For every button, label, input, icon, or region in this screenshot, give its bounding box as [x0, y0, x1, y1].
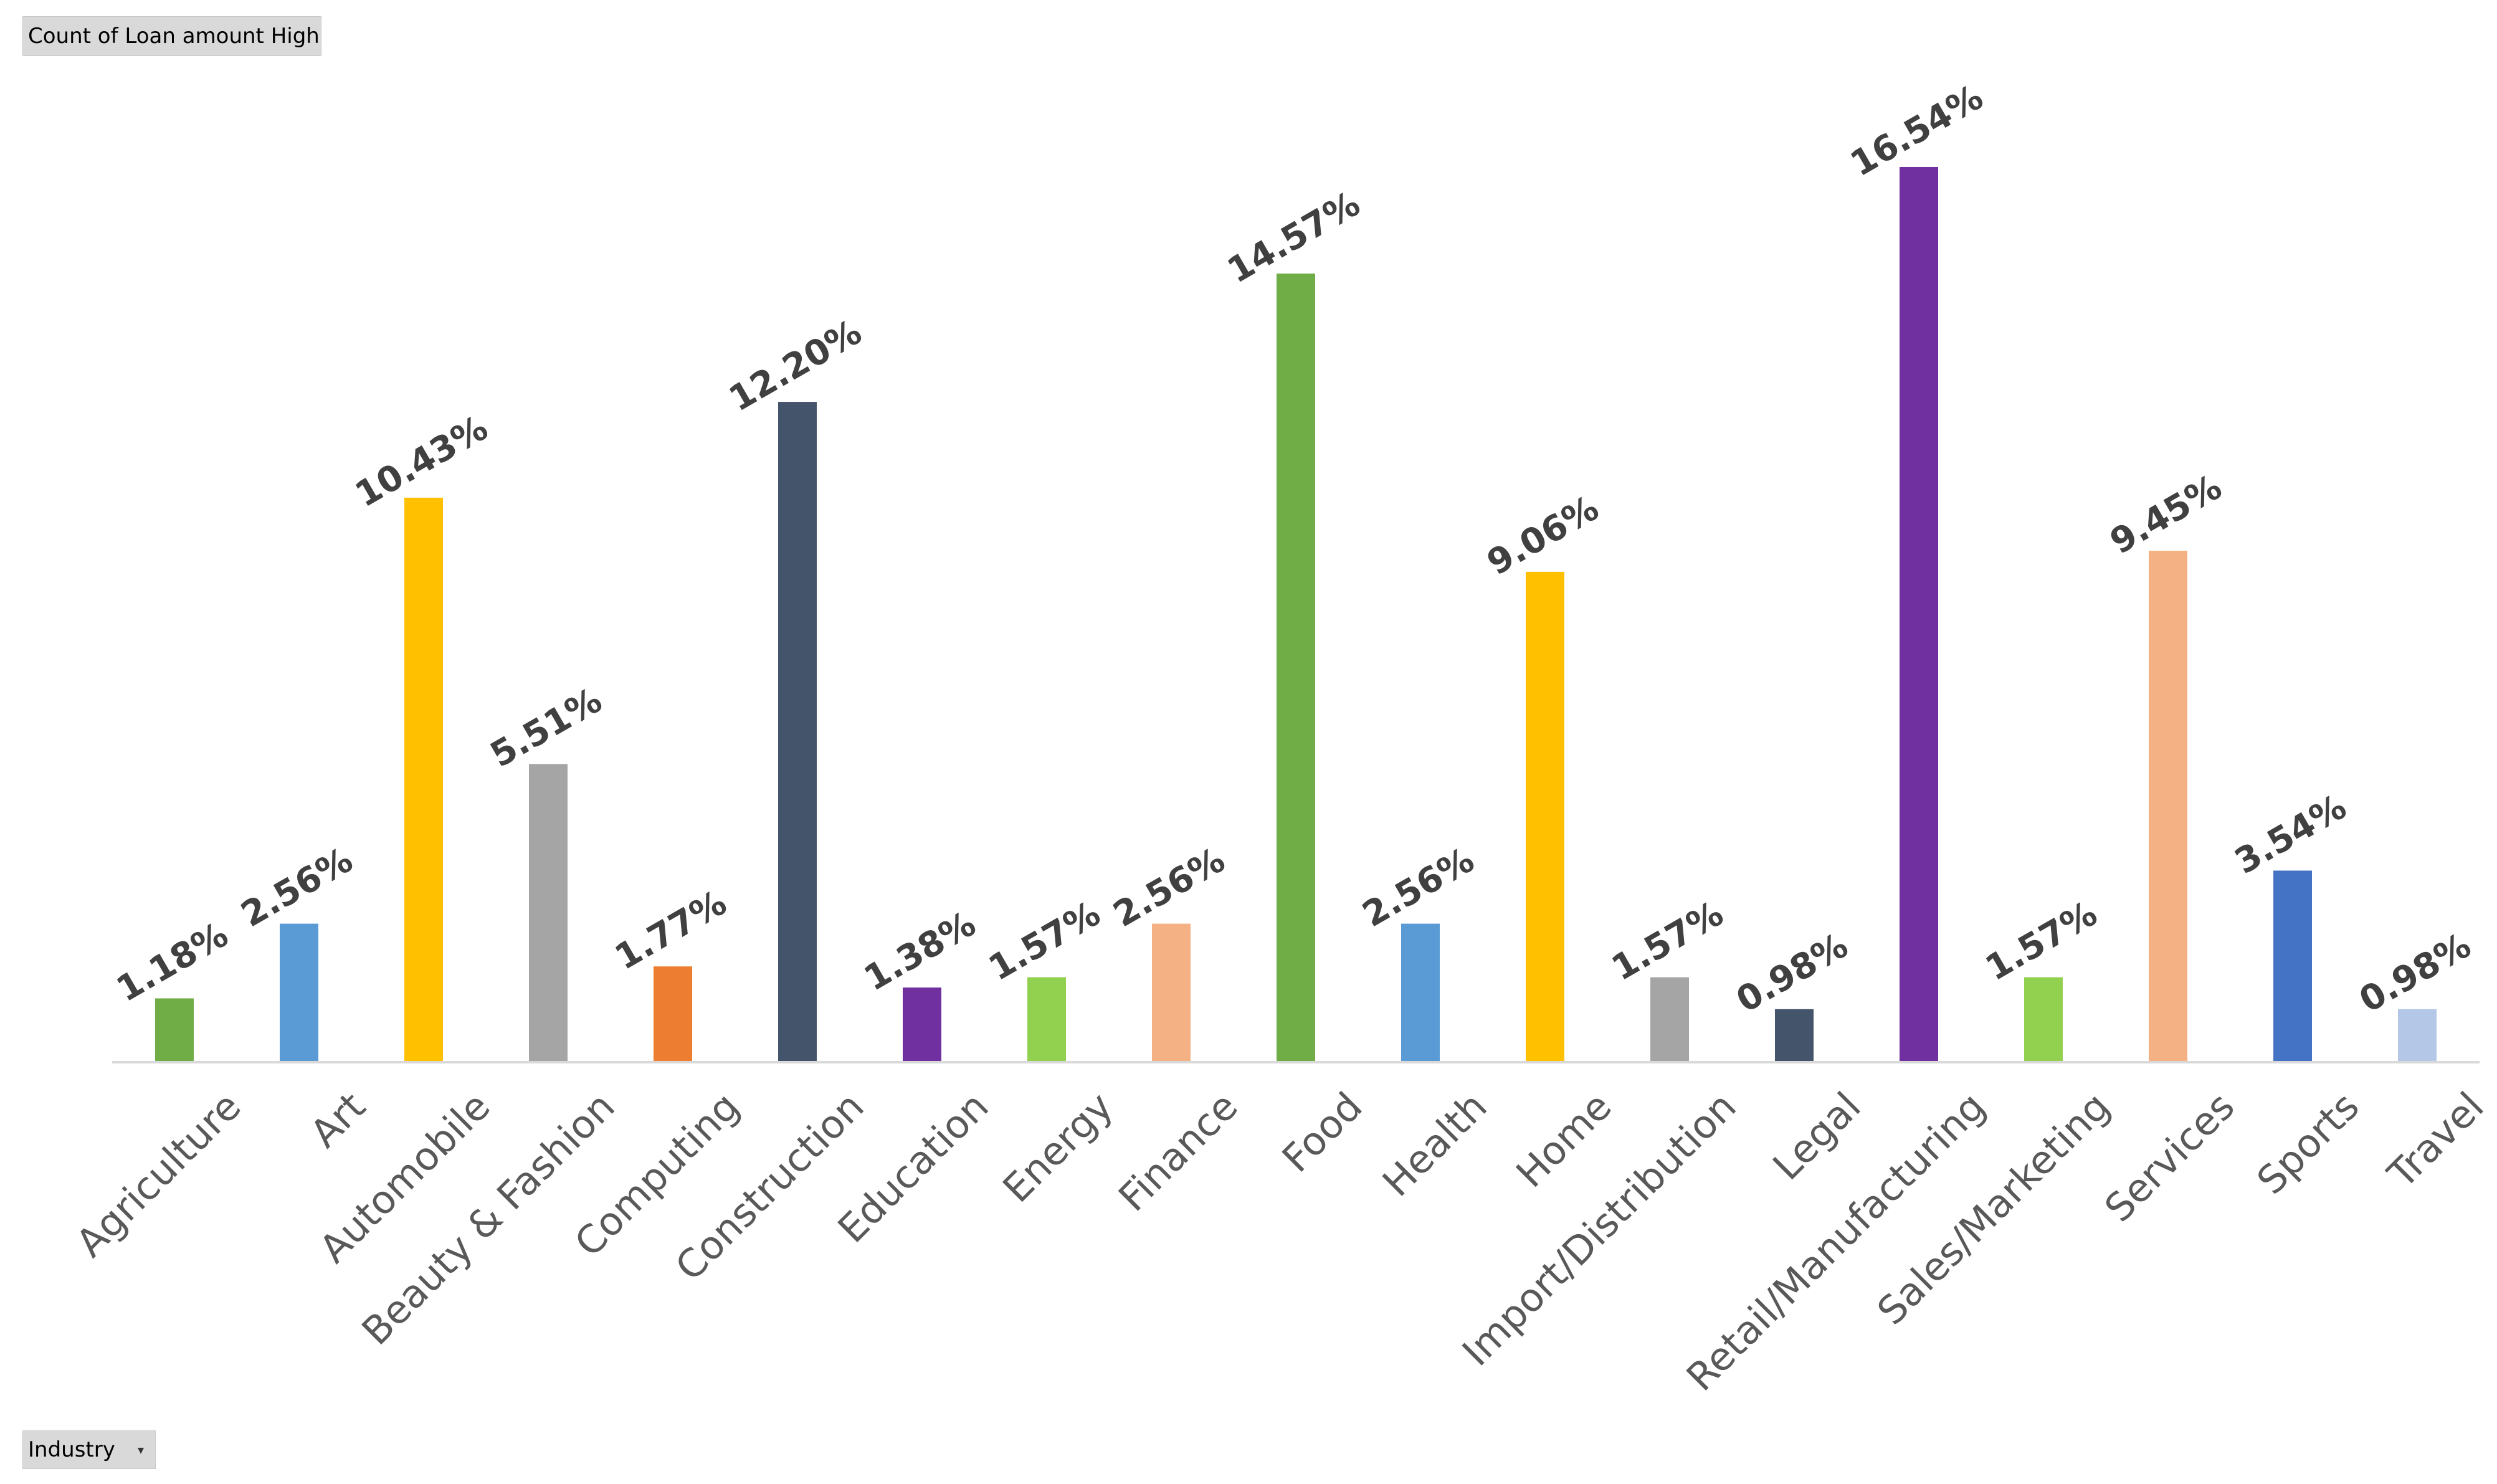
- category-label-15: Sales/Marketing: [1868, 1083, 2119, 1334]
- bar-8[interactable]: [1152, 923, 1191, 1062]
- axis-field-button[interactable]: Industry ▾: [22, 1430, 156, 1469]
- data-label-0: 1.18%: [110, 915, 235, 1010]
- bar-5[interactable]: [778, 402, 817, 1062]
- category-label-13: Legal: [1764, 1083, 1869, 1189]
- category-label-18: Travel: [2379, 1083, 2493, 1197]
- data-label-15: 1.57%: [1979, 893, 2104, 989]
- bar-6[interactable]: [903, 987, 941, 1062]
- data-label-6: 1.38%: [857, 903, 982, 999]
- bar-11[interactable]: [1526, 571, 1564, 1062]
- value-field-label: Count of Loan amount High: [28, 24, 320, 49]
- bar-9[interactable]: [1277, 273, 1315, 1062]
- bar-15[interactable]: [2024, 977, 2063, 1062]
- bar-13[interactable]: [1775, 1009, 1814, 1062]
- data-label-13: 0.98%: [1729, 925, 1855, 1020]
- data-label-11: 9.06%: [1480, 488, 1605, 583]
- value-field-button[interactable]: Count of Loan amount High: [22, 16, 321, 56]
- data-label-18: 0.98%: [2352, 925, 2478, 1020]
- bar-2[interactable]: [404, 497, 443, 1062]
- bar-16[interactable]: [2149, 550, 2187, 1062]
- bar-4[interactable]: [654, 966, 692, 1062]
- category-label-16: Services: [2096, 1083, 2243, 1230]
- data-label-4: 1.77%: [608, 882, 733, 977]
- data-label-7: 1.57%: [982, 893, 1107, 989]
- category-label-7: Energy: [994, 1083, 1122, 1211]
- category-label-9: Food: [1273, 1083, 1371, 1181]
- category-label-1: Art: [302, 1083, 374, 1156]
- bar-3[interactable]: [529, 764, 568, 1062]
- data-label-16: 9.45%: [2103, 467, 2228, 562]
- bar-17[interactable]: [2273, 870, 2312, 1062]
- bar-7[interactable]: [1027, 977, 1066, 1062]
- bar-12[interactable]: [1650, 977, 1689, 1062]
- data-label-3: 5.51%: [483, 680, 609, 776]
- bar-1[interactable]: [280, 923, 318, 1062]
- bar-0[interactable]: [155, 998, 194, 1062]
- data-label-8: 2.56%: [1106, 840, 1232, 935]
- category-label-11: Home: [1508, 1083, 1620, 1196]
- bar-10[interactable]: [1401, 923, 1440, 1062]
- category-label-0: Agriculture: [67, 1083, 250, 1266]
- data-label-12: 1.57%: [1605, 893, 1730, 989]
- bars-group: [155, 167, 2437, 1062]
- category-label-17: Sports: [2248, 1083, 2367, 1203]
- data-label-17: 3.54%: [2228, 787, 2353, 882]
- data-label-1: 2.56%: [234, 840, 359, 935]
- bar-14[interactable]: [1900, 167, 1938, 1062]
- category-label-8: Finance: [1110, 1083, 1246, 1220]
- filter-dropdown-icon[interactable]: ▾: [137, 1442, 144, 1457]
- category-label-10: Health: [1374, 1083, 1496, 1206]
- axis-field-label: Industry: [28, 1437, 115, 1462]
- data-label-10: 2.56%: [1356, 840, 1481, 935]
- bar-18[interactable]: [2398, 1009, 2437, 1062]
